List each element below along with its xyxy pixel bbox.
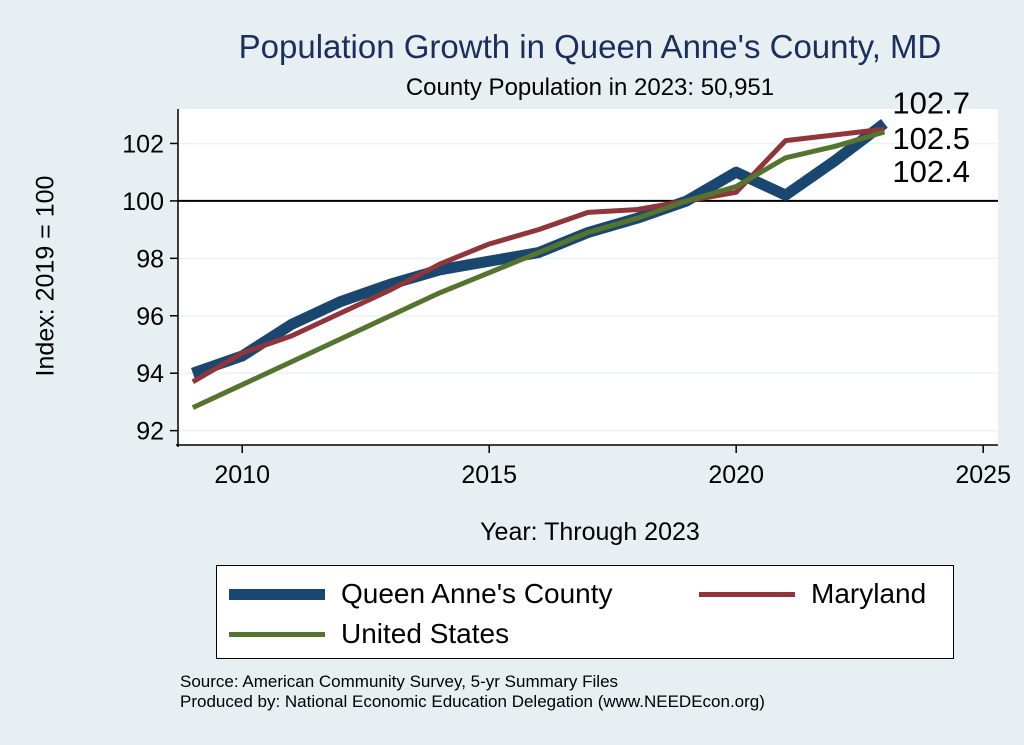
series-united-states: [191, 129, 886, 410]
source-note: Source: American Community Survey, 5-yr …: [180, 672, 765, 712]
end-value-label: 102.7: [892, 85, 970, 120]
y-tick-label: 102: [122, 130, 164, 158]
y-tick-label: 94: [136, 360, 164, 388]
legend-item-united-states: United States: [229, 618, 509, 650]
x-tick-label: 2020: [708, 461, 764, 489]
end-value-label: 102.5: [892, 121, 970, 156]
end-value-label: 102.4: [892, 154, 970, 189]
legend-item-maryland: Maryland: [699, 578, 926, 610]
legend-label-maryland: Maryland: [811, 578, 927, 609]
legend-item-queen-annes: Queen Anne's County: [229, 578, 613, 610]
y-tick-label: 92: [136, 418, 164, 446]
x-tick-label: 2015: [461, 461, 517, 489]
chart-subtitle: County Population in 2023: 50,951: [405, 74, 775, 101]
x-tick-label: 2025: [955, 461, 1011, 489]
produced-by-line: Produced by: National Economic Education…: [180, 692, 765, 711]
y-tick-label: 98: [136, 245, 164, 273]
x-tick-label: 2010: [214, 461, 270, 489]
legend-label-queen-annes: Queen Anne's County: [341, 578, 613, 609]
plot-area: [178, 109, 998, 445]
chart-title: Population Growth in Queen Anne's County…: [238, 28, 942, 65]
y-axis-label: Index: 2019 = 100: [31, 175, 60, 377]
y-tick-label: 100: [122, 188, 164, 216]
legend-swatch-maryland: [699, 591, 795, 597]
series-maryland: [191, 126, 885, 384]
x-axis-label: Year: Through 2023: [480, 518, 700, 546]
legend-label-united-states: United States: [341, 618, 510, 649]
legend: Queen Anne's County Maryland United Stat…: [216, 565, 954, 659]
source-line: Source: American Community Survey, 5-yr …: [180, 672, 619, 691]
legend-swatch-united-states: [229, 631, 325, 637]
legend-swatch-queen-annes: [229, 588, 325, 600]
y-tick-label: 96: [136, 303, 164, 331]
